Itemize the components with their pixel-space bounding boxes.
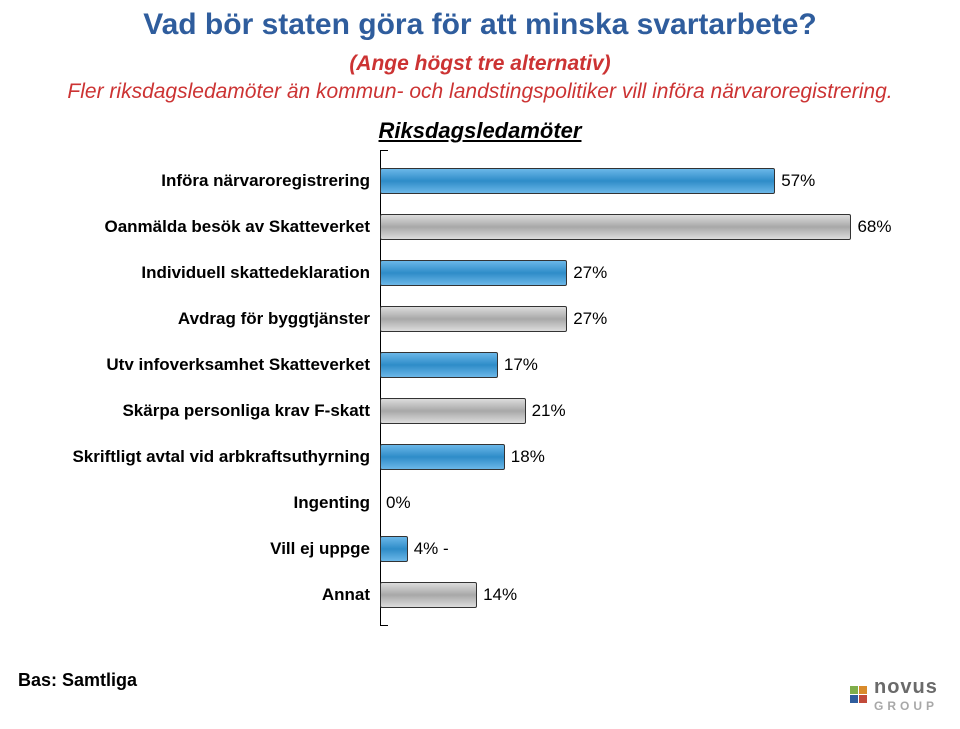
subtitle-instruction: (Ange högst tre alternativ) (0, 52, 960, 76)
bar-value-label: 0% (386, 493, 411, 513)
page-title: Vad bör staten göra för att minska svart… (0, 0, 960, 42)
category-label: Annat (40, 585, 380, 605)
chart-row: Skärpa personliga krav F-skatt 21% (40, 388, 920, 434)
bar (380, 398, 526, 424)
bar (380, 306, 567, 332)
category-label: Införa närvaroregistrering (40, 171, 380, 191)
category-label: Ingenting (40, 493, 380, 513)
chart-section-title: Riksdagsledamöter (0, 118, 960, 144)
chart-row: Individuell skattedeklaration 27% (40, 250, 920, 296)
chart-row: Oanmälda besök av Skatteverket 68% (40, 204, 920, 250)
bar-area: 18% (380, 434, 920, 480)
logo-squares-icon (849, 685, 868, 704)
bar (380, 536, 408, 562)
bar-value-label: 17% (504, 355, 538, 375)
chart-row: Vill ej uppge 4% - (40, 526, 920, 572)
bar-area: 14% (380, 572, 920, 618)
bar-value-label: 27% (573, 309, 607, 329)
category-label: Avdrag för byggtjänster (40, 309, 380, 329)
bar-value-label: 57% (781, 171, 815, 191)
axis-tick-bottom (380, 625, 388, 626)
category-label: Oanmälda besök av Skatteverket (40, 217, 380, 237)
category-label: Individuell skattedeklaration (40, 263, 380, 283)
chart-row: Avdrag för byggtjänster 27% (40, 296, 920, 342)
bar-area: 57% (380, 158, 920, 204)
axis-tick-top (380, 150, 388, 151)
bar-value-label: 68% (857, 217, 891, 237)
bar-area: 4% - (380, 526, 920, 572)
bar-area: 27% (380, 250, 920, 296)
bar-area: 17% (380, 342, 920, 388)
chart-row: Skriftligt avtal vid arbkraftsuthyrning 1… (40, 434, 920, 480)
bar (380, 260, 567, 286)
category-label: Skriftligt avtal vid arbkraftsuthyrning (40, 447, 380, 467)
chart-row: Införa närvaroregistrering 57% (40, 158, 920, 204)
bar (380, 582, 477, 608)
category-label: Utv infoverksamhet Skatteverket (40, 355, 380, 375)
bar-value-label: 27% (573, 263, 607, 283)
bar (380, 214, 851, 240)
category-label: Vill ej uppge (40, 539, 380, 559)
bar-value-label: 21% (532, 401, 566, 421)
bar-value-label: 18% (511, 447, 545, 467)
bar-area: 0% (380, 480, 920, 526)
category-label: Skärpa personliga krav F-skatt (40, 401, 380, 421)
bar-chart: Införa närvaroregistrering 57% Oanmälda be… (40, 158, 920, 618)
chart-row: Utv infoverksamhet Skatteverket 17% (40, 342, 920, 388)
logo-text: novus GROUP (874, 676, 938, 713)
footer-base-note: Bas: Samtliga (18, 670, 137, 691)
bar-area: 68% (380, 204, 920, 250)
logo-word-novus: novus (874, 676, 938, 699)
bar (380, 444, 505, 470)
bar (380, 168, 775, 194)
subtitle-finding: Fler riksdagsledamöter än kommun- och la… (0, 80, 960, 104)
bar-area: 27% (380, 296, 920, 342)
novus-logo: novus GROUP (849, 676, 938, 713)
bar-value-label: 4% - (414, 539, 449, 559)
logo-word-group: GROUP (874, 699, 938, 713)
chart-row: Ingenting 0% (40, 480, 920, 526)
chart-row: Annat 14% (40, 572, 920, 618)
bar-value-label: 14% (483, 585, 517, 605)
bar (380, 352, 498, 378)
bar-area: 21% (380, 388, 920, 434)
